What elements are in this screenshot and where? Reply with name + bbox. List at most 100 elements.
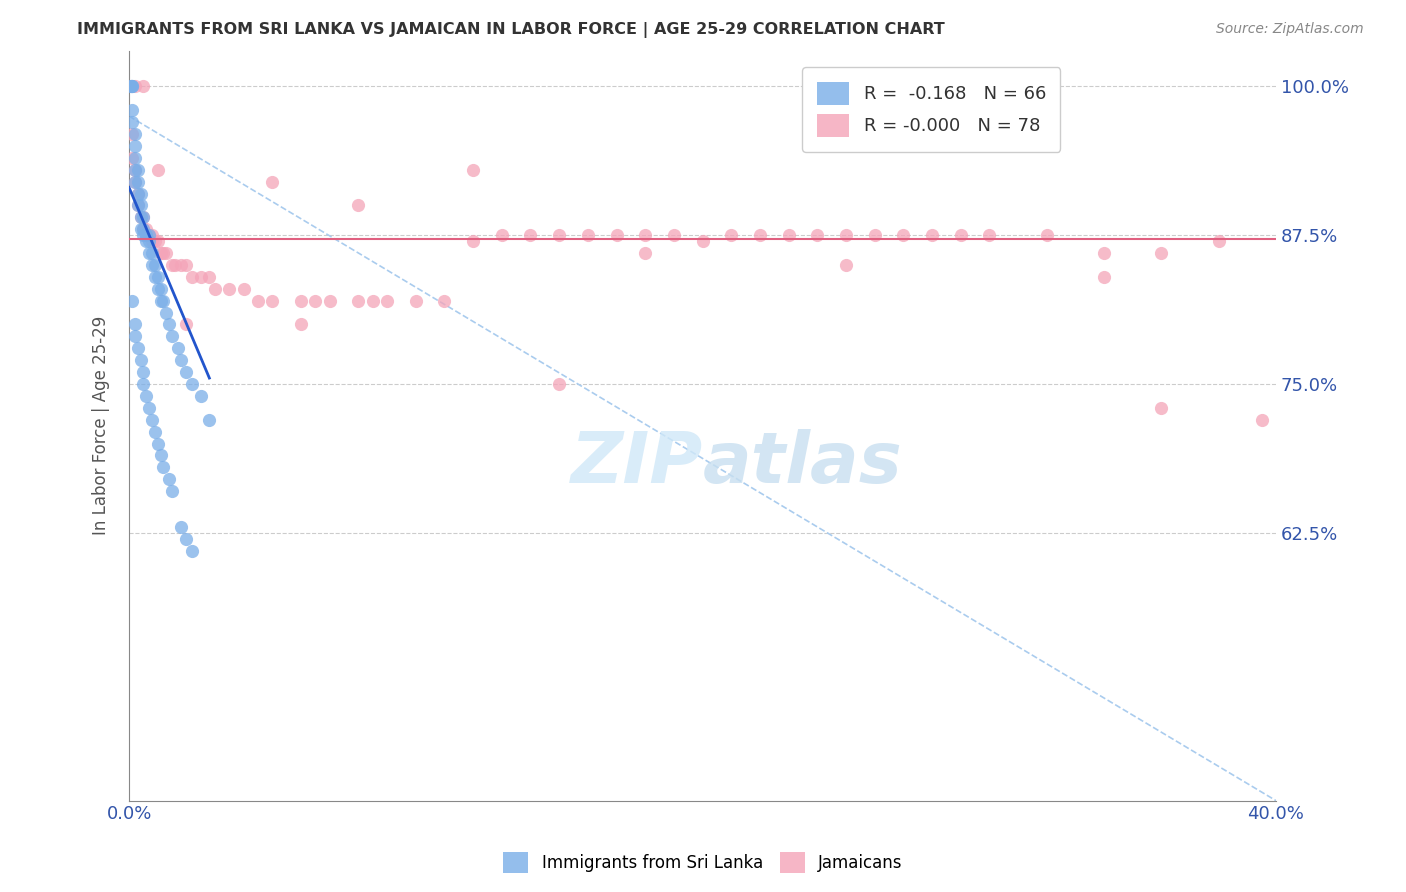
Point	[149, 449, 172, 463]
Point	[135, 228, 157, 243]
Point	[127, 162, 149, 177]
Point	[124, 162, 146, 177]
Point	[143, 258, 166, 272]
Point	[262, 293, 284, 308]
Point	[634, 228, 657, 243]
Point	[304, 293, 326, 308]
Text: atlas: atlas	[703, 429, 903, 499]
Point	[152, 460, 174, 475]
Point	[160, 258, 183, 272]
Point	[129, 211, 152, 225]
Legend: Immigrants from Sri Lanka, Jamaicans: Immigrants from Sri Lanka, Jamaicans	[496, 846, 910, 880]
Point	[129, 198, 152, 212]
Point	[149, 293, 172, 308]
Point	[138, 246, 160, 260]
Point	[135, 389, 157, 403]
Point	[149, 282, 172, 296]
Point	[347, 198, 370, 212]
Point	[262, 175, 284, 189]
Point	[138, 401, 160, 415]
Point	[124, 162, 146, 177]
Point	[127, 198, 149, 212]
Point	[491, 228, 513, 243]
Point	[120, 79, 142, 94]
Point	[135, 228, 157, 243]
Y-axis label: In Labor Force | Age 25-29: In Labor Force | Age 25-29	[93, 316, 110, 535]
Point	[121, 79, 143, 94]
Point	[135, 234, 157, 248]
Point	[121, 103, 143, 118]
Point	[127, 186, 149, 201]
Point	[361, 293, 384, 308]
Point	[124, 175, 146, 189]
Point	[152, 293, 174, 308]
Point	[146, 234, 169, 248]
Point	[463, 234, 485, 248]
Point	[290, 318, 312, 332]
Point	[120, 79, 142, 94]
Point	[519, 228, 541, 243]
Point	[891, 228, 914, 243]
Point	[1092, 246, 1115, 260]
Point	[748, 228, 770, 243]
Point	[141, 246, 163, 260]
Point	[121, 79, 143, 94]
Point	[124, 318, 146, 332]
Point	[143, 269, 166, 284]
Point	[138, 234, 160, 248]
Point	[290, 293, 312, 308]
Point	[1035, 228, 1057, 243]
Point	[835, 258, 858, 272]
Point	[835, 228, 858, 243]
Point	[124, 79, 146, 94]
Point	[375, 293, 398, 308]
Point	[166, 341, 188, 355]
Point	[1150, 401, 1173, 415]
Point	[129, 222, 152, 236]
Point	[463, 162, 485, 177]
Point	[198, 269, 221, 284]
Point	[129, 186, 152, 201]
Point	[121, 115, 143, 129]
Point	[141, 228, 163, 243]
Point	[576, 228, 599, 243]
Point	[143, 425, 166, 439]
Point	[127, 198, 149, 212]
Point	[143, 234, 166, 248]
Point	[157, 318, 180, 332]
Point	[163, 258, 186, 272]
Point	[132, 211, 155, 225]
Point	[198, 413, 221, 427]
Point	[247, 293, 270, 308]
Point	[634, 246, 657, 260]
Point	[662, 228, 685, 243]
Point	[232, 282, 254, 296]
Point	[129, 211, 152, 225]
Point	[190, 269, 212, 284]
Point	[141, 258, 163, 272]
Point	[204, 282, 226, 296]
Point	[347, 293, 370, 308]
Point	[405, 293, 427, 308]
Point	[146, 162, 169, 177]
Point	[176, 532, 198, 546]
Point	[548, 376, 571, 391]
Point	[146, 436, 169, 450]
Point	[979, 228, 1001, 243]
Point	[1150, 246, 1173, 260]
Point	[155, 305, 177, 319]
Point	[149, 246, 172, 260]
Point	[127, 175, 149, 189]
Point	[160, 484, 183, 499]
Point	[135, 228, 157, 243]
Point	[129, 353, 152, 368]
Point	[181, 269, 204, 284]
Point	[921, 228, 943, 243]
Point	[127, 186, 149, 201]
Point	[135, 222, 157, 236]
Point	[692, 234, 714, 248]
Point	[146, 269, 169, 284]
Point	[124, 175, 146, 189]
Point	[132, 365, 155, 379]
Point	[132, 211, 155, 225]
